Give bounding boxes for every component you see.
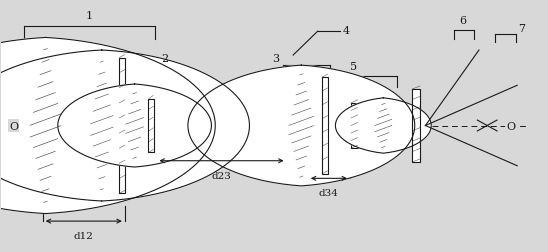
Bar <box>149 99 154 153</box>
Text: 1: 1 <box>86 11 93 21</box>
Text: O: O <box>9 121 18 131</box>
Text: O: O <box>506 121 516 131</box>
Bar <box>412 90 420 162</box>
Text: 2: 2 <box>161 53 168 63</box>
Text: 6: 6 <box>459 16 466 26</box>
Text: 5: 5 <box>350 62 357 72</box>
Polygon shape <box>58 85 212 167</box>
Polygon shape <box>0 51 249 201</box>
Text: 7: 7 <box>518 24 526 34</box>
Bar <box>322 78 328 174</box>
Polygon shape <box>188 66 415 186</box>
Bar <box>351 103 358 149</box>
Text: 3: 3 <box>272 53 279 63</box>
Polygon shape <box>0 38 215 214</box>
Text: d12: d12 <box>74 231 94 240</box>
Text: d23: d23 <box>212 171 231 180</box>
Polygon shape <box>335 99 431 153</box>
Bar <box>119 58 125 194</box>
Text: 4: 4 <box>342 26 350 36</box>
Text: d34: d34 <box>319 189 339 198</box>
